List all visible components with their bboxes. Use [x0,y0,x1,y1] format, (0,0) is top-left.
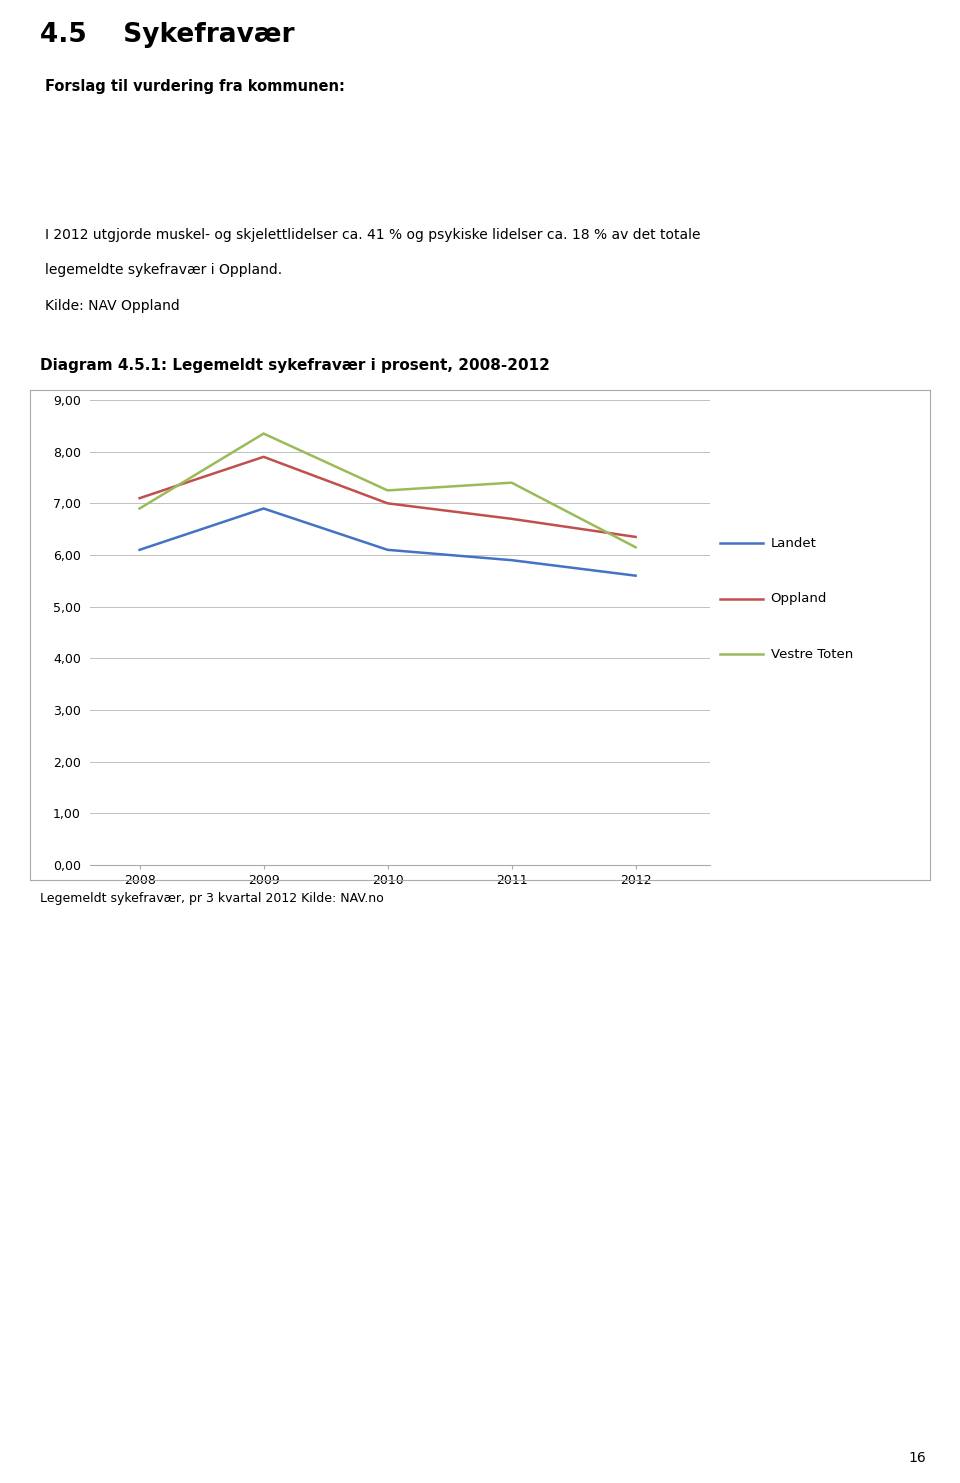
Landet [382,541,394,559]
Line: Landet: Landet [139,509,636,575]
Oppland [133,489,145,507]
Vestre Toten [506,473,517,491]
Landet [133,541,145,559]
Text: 4.5    Sykefravær: 4.5 Sykefravær [40,22,295,47]
Landet [630,567,641,584]
Text: I 2012 utgjorde muskel- og skjelettlidelser ca. 41 % og psykiske lidelser ca. 18: I 2012 utgjorde muskel- og skjelettlidel… [45,228,701,242]
Text: 16: 16 [909,1450,926,1465]
Vestre Toten [382,482,394,500]
Text: Legemeldt sykefravær, pr 3 kvartal 2012 Kilde: NAV.no: Legemeldt sykefravær, pr 3 kvartal 2012 … [40,891,384,905]
Line: Oppland: Oppland [139,457,636,537]
Line: Vestre Toten: Vestre Toten [139,433,636,547]
Text: Kilde: NAV Oppland: Kilde: NAV Oppland [45,298,180,313]
Oppland [258,448,270,466]
Text: legemeldte sykefravær i Oppland.: legemeldte sykefravær i Oppland. [45,264,282,277]
Text: Forslag til vurdering fra kommunen:: Forslag til vurdering fra kommunen: [45,79,346,93]
Landet [258,500,270,518]
Vestre Toten [258,424,270,442]
Vestre Toten [630,538,641,556]
Oppland [506,510,517,528]
Text: Vestre Toten: Vestre Toten [771,648,852,661]
Vestre Toten [133,500,145,518]
Landet [506,552,517,569]
Oppland [382,494,394,512]
Text: Landet: Landet [771,537,817,550]
Oppland [630,528,641,546]
Text: Oppland: Oppland [771,592,828,605]
Text: Diagram 4.5.1: Legemeldt sykefravær i prosent, 2008-2012: Diagram 4.5.1: Legemeldt sykefravær i pr… [40,357,550,374]
